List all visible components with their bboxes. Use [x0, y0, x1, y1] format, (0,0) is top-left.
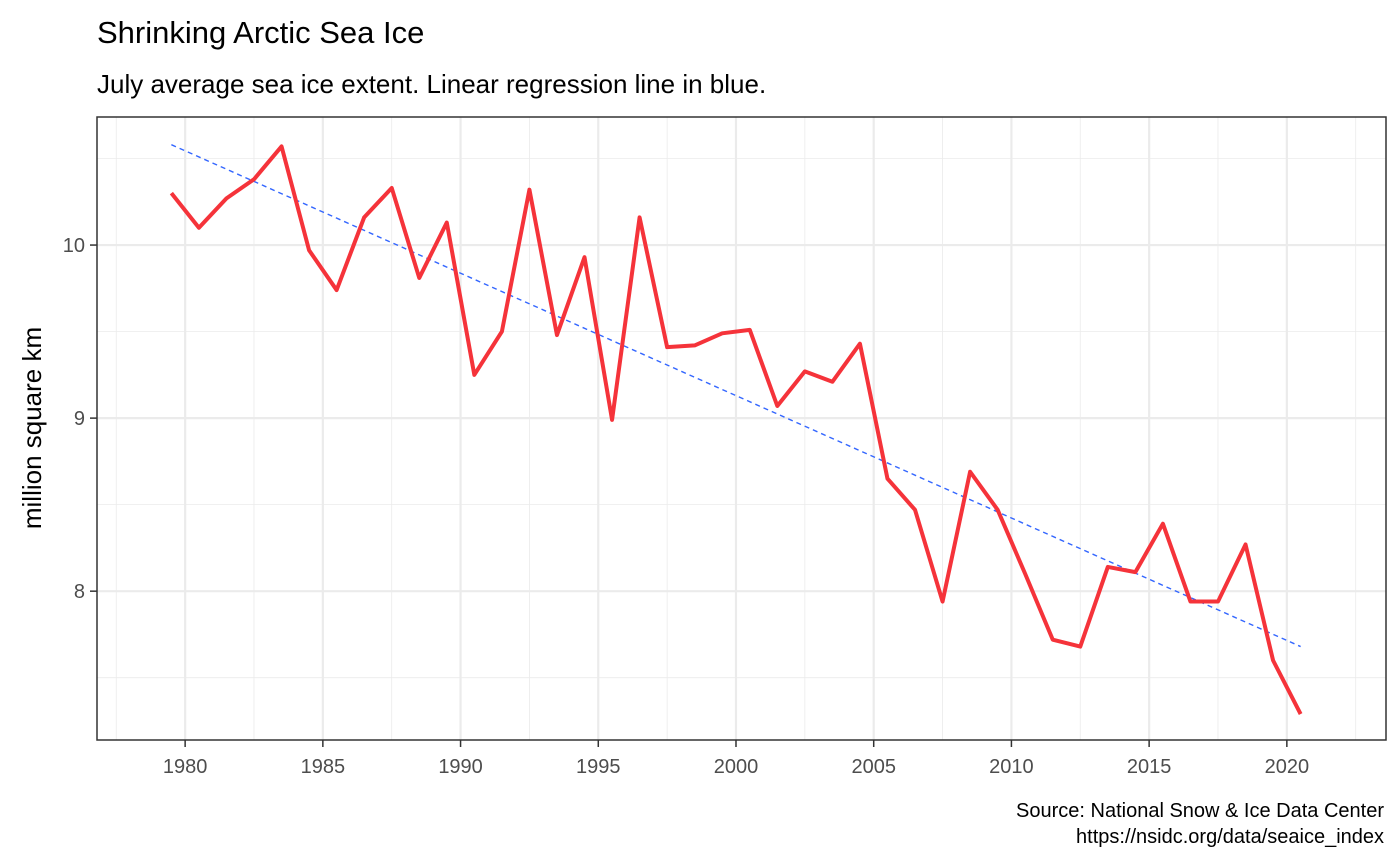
chart-subtitle: July average sea ice extent. Linear regr… — [97, 69, 766, 99]
panel-border — [96, 116, 1387, 741]
x-tick-label: 1995 — [576, 756, 621, 778]
sea-ice-extent-line — [169, 144, 1303, 715]
x-tick-label: 2000 — [714, 756, 759, 778]
chart-title: Shrinking Arctic Sea Ice — [97, 15, 424, 50]
x-tick-label: 2015 — [1127, 756, 1172, 778]
regression-line — [171, 144, 1301, 648]
y-tick-label: 8 — [74, 581, 85, 603]
x-tick-label: 1990 — [438, 756, 483, 778]
x-tick-label: 1980 — [163, 756, 208, 778]
major-gridlines — [97, 117, 1386, 740]
minor-gridlines — [97, 117, 1386, 740]
x-tick-label: 1985 — [301, 756, 346, 778]
y-tick-label: 10 — [63, 235, 85, 257]
caption-source: Source: National Snow & Ice Data Center — [1016, 800, 1384, 822]
y-axis-title: million square km — [17, 327, 47, 529]
y-tick-label: 9 — [74, 408, 85, 430]
x-tick-label: 2020 — [1265, 756, 1310, 778]
caption-url: https://nsidc.org/data/seaice_index — [1076, 826, 1384, 848]
x-tick-label: 2005 — [851, 756, 896, 778]
x-tick-label: 2010 — [989, 756, 1034, 778]
y-axis: 8 9 10 — [63, 235, 97, 603]
x-axis: 1980 1985 1990 1995 2000 2005 2010 2015 2020 — [163, 740, 1309, 778]
